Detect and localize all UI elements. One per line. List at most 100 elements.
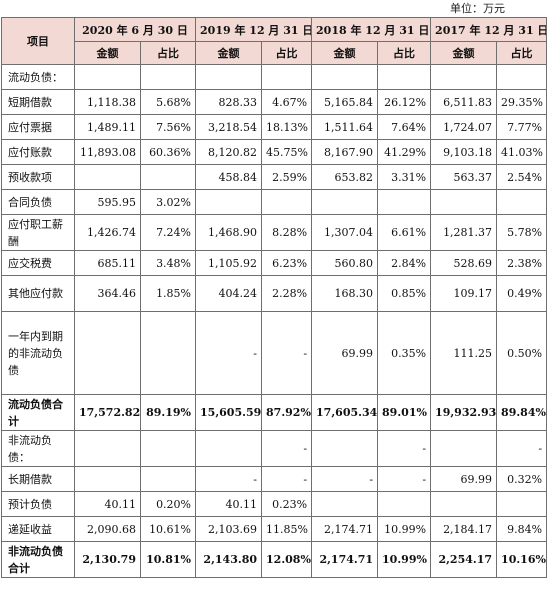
- row-label: 应付票据: [1, 114, 75, 140]
- liabilities-table: 项目 2020 年 6 月 30 日 2019 年 12 月 31 日 2018…: [1, 17, 547, 578]
- amount-cell: 9,103.18: [430, 139, 498, 165]
- ratio-cell: 87.92%: [261, 394, 313, 431]
- ratio-cell: 0.23%: [261, 491, 313, 517]
- amount-cell: 828.33: [195, 89, 263, 115]
- row-label: 应付账款: [1, 139, 75, 165]
- ratio-cell: [496, 64, 547, 90]
- header-row-columns: 金额 占比 金额 占比 金额 占比 金额 占比: [2, 41, 547, 65]
- ratio-cell: 26.12%: [377, 89, 432, 115]
- table-row: 预计负债 40.11 0.20% 40.11 0.23%: [1, 491, 547, 517]
- table-row: 流动负债合计 17,572.82 89.19% 15,605.59 87.92% 17,6…: [1, 394, 547, 431]
- amount-cell: 168.30: [311, 275, 379, 312]
- row-label: 合同负债: [1, 189, 75, 215]
- ratio-cell: [139, 430, 197, 467]
- amount-cell: 2,130.79: [74, 541, 141, 578]
- table-row: 应付职工薪酬 1,426.74 7.24% 1,468.90 8.28% 1,307.04…: [1, 214, 547, 251]
- amount-cell: 69.99: [430, 466, 498, 492]
- amount-cell: 2,143.80: [195, 541, 263, 578]
- row-label: 其他应付款: [1, 275, 75, 312]
- ratio-cell: 11.85%: [261, 516, 313, 542]
- amount-cell: 2,103.69: [195, 516, 263, 542]
- amount-cell: 595.95: [74, 189, 141, 215]
- ratio-cell: 5.68%: [139, 89, 197, 115]
- amount-cell: 109.17: [430, 275, 498, 312]
- amount-cell: 17,572.82: [74, 394, 141, 431]
- amount-cell: [195, 189, 263, 215]
- table-row: 短期借款 1,118.38 5.68% 828.33 4.67% 5,165.84 26.1…: [1, 89, 547, 115]
- amount-cell: 11,893.08: [74, 139, 141, 165]
- ratio-cell: 0.85%: [377, 275, 432, 312]
- amount-cell: [430, 430, 498, 467]
- amount-cell: 560.80: [311, 250, 379, 276]
- amount-cell: -: [311, 466, 379, 492]
- row-label: 一年内到期的非流动负债: [1, 311, 75, 395]
- table-row: 其他应付款 364.46 1.85% 404.24 2.28% 168.30 0.85% 10…: [1, 275, 547, 312]
- ratio-cell: 29.35%: [496, 89, 547, 115]
- ratio-cell: 89.01%: [377, 394, 432, 431]
- header-ratio: 占比: [261, 41, 313, 65]
- ratio-cell: 1.85%: [139, 275, 197, 312]
- amount-cell: [74, 311, 141, 395]
- ratio-cell: [139, 466, 197, 492]
- ratio-cell: [261, 64, 313, 90]
- amount-cell: 40.11: [195, 491, 263, 517]
- header-row-periods: 项目 2020 年 6 月 30 日 2019 年 12 月 31 日 2018…: [1, 17, 547, 65]
- ratio-cell: 7.56%: [139, 114, 197, 140]
- amount-cell: [311, 189, 379, 215]
- row-label: 短期借款: [1, 89, 75, 115]
- amount-cell: 8,120.82: [195, 139, 263, 165]
- ratio-cell: 6.23%: [261, 250, 313, 276]
- ratio-cell: [261, 189, 313, 215]
- amount-cell: 653.82: [311, 164, 379, 190]
- header-amount: 金额: [430, 41, 498, 65]
- row-label: 应付职工薪酬: [1, 214, 75, 251]
- amount-cell: 2,090.68: [74, 516, 141, 542]
- ratio-cell: 41.03%: [496, 139, 547, 165]
- ratio-cell: 10.99%: [377, 516, 432, 542]
- amount-cell: 685.11: [74, 250, 141, 276]
- ratio-cell: 89.84%: [496, 394, 547, 431]
- amount-cell: 111.25: [430, 311, 498, 395]
- amount-cell: 1,281.37: [430, 214, 498, 251]
- ratio-cell: 2.38%: [496, 250, 547, 276]
- ratio-cell: 9.84%: [496, 516, 547, 542]
- ratio-cell: [496, 189, 547, 215]
- ratio-cell: [139, 64, 197, 90]
- row-label: 应交税费: [1, 250, 75, 276]
- table-row: 非流动负债： - - -: [1, 430, 547, 467]
- row-label: 非流动负债：: [1, 430, 75, 467]
- ratio-cell: 2.84%: [377, 250, 432, 276]
- header-ratio: 占比: [139, 41, 197, 65]
- amount-cell: 40.11: [74, 491, 141, 517]
- ratio-cell: 12.08%: [261, 541, 313, 578]
- ratio-cell: 41.29%: [377, 139, 432, 165]
- amount-cell: 364.46: [74, 275, 141, 312]
- amount-cell: 1,724.07: [430, 114, 498, 140]
- ratio-cell: -: [261, 430, 313, 467]
- amount-cell: 5,165.84: [311, 89, 379, 115]
- row-label: 非流动负债合计: [1, 541, 75, 578]
- ratio-cell: 6.61%: [377, 214, 432, 251]
- ratio-cell: -: [496, 430, 547, 467]
- row-label: 长期借款: [1, 466, 75, 492]
- amount-cell: [195, 430, 263, 467]
- amount-cell: [74, 430, 141, 467]
- amount-cell: 2,254.17: [430, 541, 498, 578]
- ratio-cell: [377, 491, 432, 517]
- ratio-cell: -: [377, 430, 432, 467]
- ratio-cell: 8.28%: [261, 214, 313, 251]
- table-row: 递延收益 2,090.68 10.61% 2,103.69 11.85% 2,174.71…: [1, 516, 547, 542]
- amount-cell: 8,167.90: [311, 139, 379, 165]
- amount-cell: 1,489.11: [74, 114, 141, 140]
- amount-cell: 1,426.74: [74, 214, 141, 251]
- row-label: 流动负债：: [1, 64, 75, 90]
- table-row: 非流动负债合计 2,130.79 10.81% 2,143.80 12.08% 2,174…: [1, 541, 547, 578]
- header-item: 项目: [1, 17, 75, 65]
- ratio-cell: 7.64%: [377, 114, 432, 140]
- amount-cell: [311, 64, 379, 90]
- header-amount: 金额: [195, 41, 263, 65]
- header-period: 2019 年 12 月 31 日: [195, 17, 313, 42]
- amount-cell: [74, 164, 141, 190]
- amount-cell: -: [195, 466, 263, 492]
- ratio-cell: [139, 164, 197, 190]
